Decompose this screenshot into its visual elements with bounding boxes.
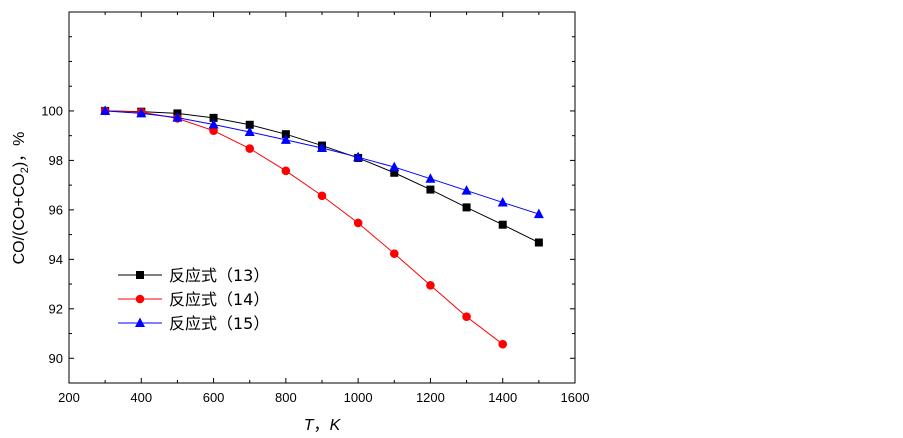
data-point xyxy=(209,126,218,136)
data-point xyxy=(498,339,508,349)
data-point xyxy=(462,312,471,322)
x-tick-label: 1400 xyxy=(488,390,517,405)
data-point xyxy=(317,191,327,201)
axis-ticks: 200 400 600 800 1000 1200 1400 1600 90 92 94 96 98 10… xyxy=(41,11,590,405)
y-axis-title-subscript: 2 xyxy=(19,167,31,173)
data-point xyxy=(497,196,508,207)
data-point xyxy=(100,105,111,115)
data-point xyxy=(281,130,290,139)
x-tick-label: 600 xyxy=(203,390,225,405)
x-axis-title-sep: ， xyxy=(314,417,330,434)
series-1 xyxy=(101,106,543,247)
data-point xyxy=(317,142,327,153)
series-line xyxy=(105,110,504,345)
data-point xyxy=(244,126,255,136)
data-point xyxy=(209,113,218,122)
data-point xyxy=(353,151,364,162)
legend-label: 反应式（13） xyxy=(169,266,269,285)
legend-label: 反应式（15） xyxy=(169,314,269,333)
data-point xyxy=(208,119,219,129)
data-point xyxy=(425,173,436,183)
data-point xyxy=(533,208,544,219)
x-tick-label: 1200 xyxy=(416,390,445,405)
y-tick-label: 98 xyxy=(49,153,63,168)
x-tick-label: 1000 xyxy=(344,390,373,405)
legend-marker xyxy=(135,294,145,304)
y-axis-title-rest: )，% xyxy=(11,132,28,168)
y-tick-label: 92 xyxy=(49,301,63,316)
y-tick-label: 100 xyxy=(41,103,63,118)
legend-item-3: 反应式（15） xyxy=(118,314,269,333)
x-tick-label: 400 xyxy=(130,390,152,405)
legend-marker xyxy=(136,271,144,279)
data-point xyxy=(462,203,471,212)
data-point xyxy=(389,249,399,258)
data-point xyxy=(498,220,507,229)
data-point xyxy=(280,134,291,144)
series-3 xyxy=(100,105,544,219)
legend-marker xyxy=(135,317,145,327)
x-axis-title-unit: K xyxy=(330,417,342,434)
data-point xyxy=(426,281,435,290)
data-point xyxy=(172,112,183,122)
series-line xyxy=(105,110,540,243)
legend: 反应式（13） 反应式（14） 反应式（15） xyxy=(118,266,269,333)
data-point xyxy=(245,144,255,153)
y-axis-title: CO/(CO+CO2)，% xyxy=(11,132,31,265)
legend-label: 反应式（14） xyxy=(169,290,269,309)
legend-item-2: 反应式（14） xyxy=(118,290,269,309)
data-point xyxy=(245,120,254,129)
data-point xyxy=(390,168,399,177)
series-2 xyxy=(100,106,508,349)
series-layer xyxy=(100,105,544,349)
y-tick-label: 90 xyxy=(49,351,63,366)
data-point xyxy=(353,218,363,228)
x-tick-label: 1600 xyxy=(561,390,590,405)
data-point xyxy=(136,107,147,118)
x-tick-label: 200 xyxy=(58,390,80,405)
data-point xyxy=(389,161,400,172)
x-tick-label: 800 xyxy=(275,390,297,405)
data-point xyxy=(426,185,435,194)
data-point xyxy=(281,166,291,176)
legend-item-1: 反应式（13） xyxy=(118,266,269,285)
data-point xyxy=(534,238,543,247)
x-axis-title-var: T xyxy=(304,417,315,434)
y-tick-label: 94 xyxy=(49,252,63,267)
data-point xyxy=(461,185,472,195)
x-axis-title: T，K xyxy=(304,417,342,434)
y-tick-label: 96 xyxy=(49,202,63,217)
